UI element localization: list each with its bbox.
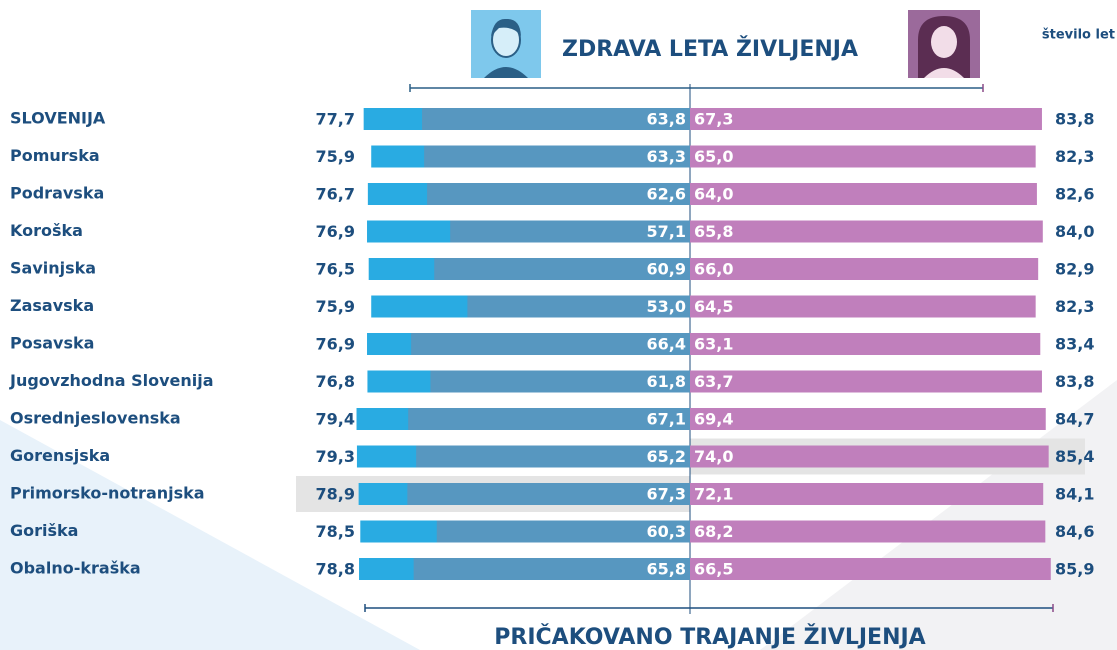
value-label: 76,5 (316, 260, 355, 279)
bar (690, 408, 1046, 430)
value-label: 83,8 (1055, 110, 1094, 129)
value-label: 63,7 (694, 372, 733, 391)
value-label: 64,0 (694, 185, 733, 204)
value-label: 60,3 (647, 522, 686, 541)
value-label: 82,3 (1055, 297, 1094, 316)
value-label: 53,0 (647, 297, 686, 316)
value-label: 76,9 (316, 222, 355, 241)
value-label: 74,0 (694, 447, 733, 466)
bar (690, 146, 1036, 168)
title: ZDRAVA LETA ŽIVLJENJA (562, 36, 858, 62)
value-label: 78,9 (316, 485, 355, 504)
value-label: 61,8 (647, 372, 686, 391)
value-label: 79,3 (316, 447, 355, 466)
value-label: 79,4 (316, 410, 355, 429)
bar (690, 108, 1042, 130)
category-label: Podravska (10, 184, 104, 203)
value-label: 83,4 (1055, 335, 1094, 354)
category-label: Savinjska (10, 259, 96, 278)
value-label: 78,8 (316, 560, 355, 579)
value-label: 76,8 (316, 372, 355, 391)
bar (690, 333, 1040, 355)
chart: ZDRAVA LETA ŽIVLJENJA število let PRIČAK… (0, 0, 1117, 650)
value-label: 82,3 (1055, 147, 1094, 166)
value-label: 67,1 (647, 410, 686, 429)
value-label: 84,0 (1055, 222, 1094, 241)
value-label: 63,3 (647, 147, 686, 166)
female-icon (908, 10, 980, 78)
bar (690, 446, 1049, 468)
value-label: 68,2 (694, 522, 733, 541)
value-label: 65,8 (647, 560, 686, 579)
value-label: 84,7 (1055, 410, 1094, 429)
category-label: Primorsko-notranjska (10, 484, 205, 503)
category-label: Zasavska (10, 296, 94, 315)
value-label: 85,9 (1055, 560, 1094, 579)
bar (690, 221, 1043, 243)
bar (690, 371, 1042, 393)
value-label: 62,6 (647, 185, 686, 204)
category-label: Obalno-kraška (10, 559, 141, 578)
value-label: 76,9 (316, 335, 355, 354)
category-label: Pomurska (10, 146, 100, 165)
value-label: 65,0 (694, 147, 733, 166)
value-label: 85,4 (1055, 447, 1094, 466)
bar (690, 521, 1045, 543)
category-label: Osrednjeslovenska (10, 409, 181, 428)
value-label: 84,1 (1055, 485, 1094, 504)
value-label: 65,8 (694, 222, 733, 241)
value-label: 60,9 (647, 260, 686, 279)
value-label: 83,8 (1055, 372, 1094, 391)
male-icon (471, 10, 541, 78)
value-label: 66,0 (694, 260, 733, 279)
value-label: 76,7 (316, 185, 355, 204)
value-label: 66,4 (647, 335, 686, 354)
bar (690, 258, 1038, 280)
value-label: 64,5 (694, 297, 733, 316)
value-label: 63,1 (694, 335, 733, 354)
value-label: 72,1 (694, 485, 733, 504)
value-label: 65,2 (647, 447, 686, 466)
category-label: SLOVENIJA (10, 109, 106, 128)
value-label: 78,5 (316, 522, 355, 541)
category-label: Jugovzhodna Slovenija (9, 371, 214, 390)
bar (690, 183, 1037, 205)
value-label: 67,3 (647, 485, 686, 504)
value-label: 67,3 (694, 110, 733, 129)
value-label: 84,6 (1055, 522, 1094, 541)
unit-label: število let (1042, 28, 1115, 43)
value-label: 75,9 (316, 297, 355, 316)
category-label: Gorensjska (10, 446, 110, 465)
value-label: 75,9 (316, 147, 355, 166)
bar (690, 483, 1043, 505)
value-label: 69,4 (694, 410, 733, 429)
value-label: 63,8 (647, 110, 686, 129)
value-label: 66,5 (694, 560, 733, 579)
bar (690, 296, 1036, 318)
bottom-title: PRIČAKOVANO TRAJANJE ŽIVLJENJA (494, 624, 925, 650)
value-label: 77,7 (316, 110, 355, 129)
value-label: 82,9 (1055, 260, 1094, 279)
value-label: 82,6 (1055, 185, 1094, 204)
category-label: Posavska (10, 334, 94, 353)
category-label: Koroška (10, 221, 83, 240)
value-label: 57,1 (647, 222, 686, 241)
bar (690, 558, 1051, 580)
category-label: Goriška (10, 521, 78, 540)
